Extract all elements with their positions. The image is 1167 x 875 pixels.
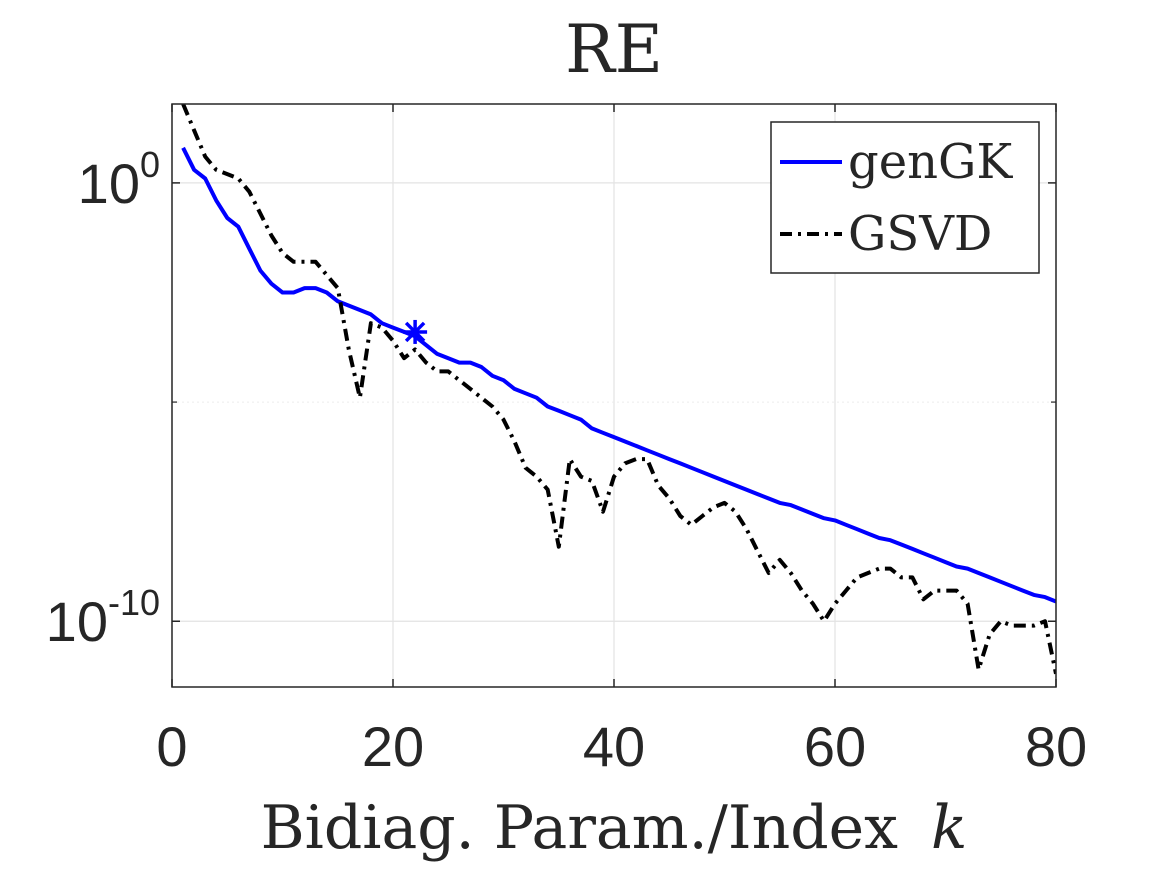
y-tick-label-exponent: -10: [108, 582, 160, 623]
x-tick-label: 80: [1025, 715, 1087, 778]
x-axis-label: Bidiag. Param./Index k: [261, 793, 968, 863]
x-tick-label: 0: [156, 715, 187, 778]
series-line-gengk: [181, 146, 1056, 604]
y-tick-label: 10-10: [46, 582, 160, 653]
series-layer: [181, 104, 1056, 675]
marker-asterisk: [403, 319, 428, 344]
legend-label-gsvd: GSVD: [848, 206, 992, 262]
x-tick-label: 60: [804, 715, 866, 778]
y-tick-label-exponent: 0: [140, 144, 160, 185]
legend-label-gengk: genGK: [848, 134, 1013, 190]
x-tick-labels: 0 20 40 60 80: [156, 715, 1087, 778]
x-tick-label: 40: [583, 715, 645, 778]
legend-box: [770, 121, 1040, 274]
x-axis-label-variable: k: [931, 793, 967, 863]
x-axis-label-text: Bidiag. Param./Index: [261, 793, 899, 863]
y-tick-label-base: 10: [78, 152, 140, 215]
y-tick-label-base: 10: [46, 590, 108, 653]
series-line-gsvd: [181, 104, 1056, 675]
axes-box: [171, 103, 1057, 688]
chart-title: RE: [565, 11, 663, 88]
x-tick-label: 20: [362, 715, 424, 778]
axes-layer: [171, 103, 1057, 688]
legend: genGK GSVD: [770, 121, 1040, 274]
y-tick-label: 100: [78, 144, 160, 215]
